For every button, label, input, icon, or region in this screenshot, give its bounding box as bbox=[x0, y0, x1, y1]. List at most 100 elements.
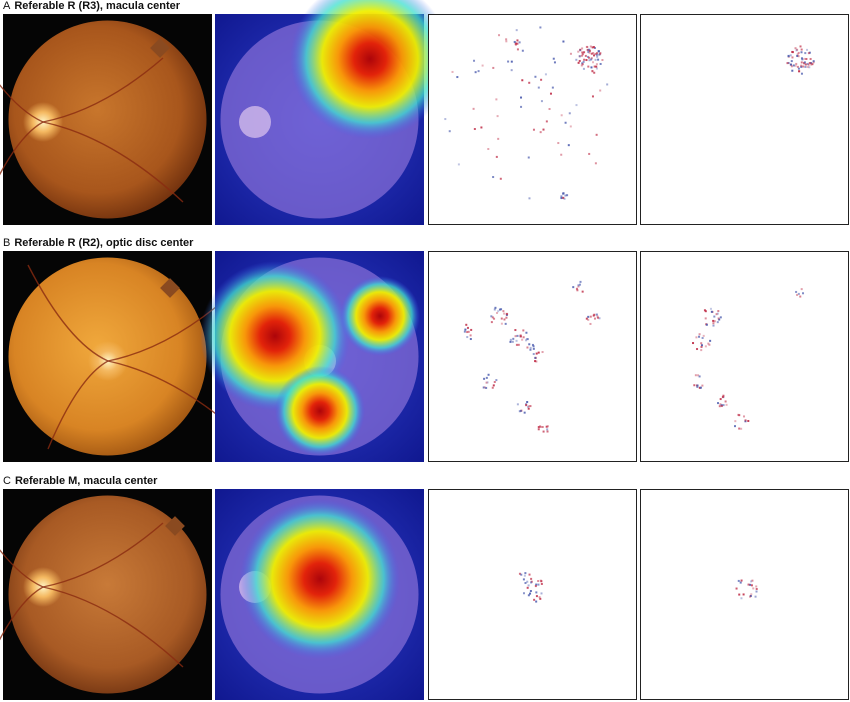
vessel bbox=[0, 84, 44, 123]
panel-title: Referable M, macula center bbox=[15, 475, 158, 487]
saliency-dot bbox=[505, 38, 508, 41]
saliency-map bbox=[640, 489, 849, 700]
saliency-dot bbox=[519, 409, 522, 412]
saliency-dot bbox=[800, 61, 803, 64]
saliency-dot bbox=[526, 338, 529, 341]
saliency-dot bbox=[457, 163, 460, 166]
saliency-dot bbox=[564, 194, 567, 197]
vessel bbox=[42, 522, 164, 588]
saliency-dot bbox=[591, 69, 594, 72]
saliency-dot bbox=[515, 339, 518, 342]
saliency-dot bbox=[595, 63, 598, 66]
saliency-dot bbox=[709, 339, 712, 342]
saliency-dot bbox=[568, 112, 571, 115]
heat-spot bbox=[275, 366, 365, 456]
saliency-dot bbox=[754, 595, 757, 598]
saliency-dot bbox=[582, 67, 585, 70]
saliency-dot bbox=[560, 195, 563, 198]
saliency-dot bbox=[490, 315, 493, 318]
saliency-dot bbox=[725, 403, 728, 406]
saliency-dot bbox=[539, 597, 542, 600]
saliency-dot bbox=[491, 316, 494, 319]
saliency-dot bbox=[497, 310, 500, 313]
saliency-dot bbox=[737, 413, 740, 416]
saliency-dot bbox=[576, 289, 579, 292]
saliency-dot bbox=[799, 295, 802, 298]
saliency-dot bbox=[592, 61, 595, 64]
panel-label: C Referable M, macula center bbox=[3, 475, 158, 487]
notch bbox=[160, 278, 180, 298]
saliency-dot bbox=[790, 65, 793, 68]
saliency-dot bbox=[538, 596, 541, 599]
saliency-dot bbox=[537, 583, 540, 586]
saliency-dot bbox=[575, 287, 578, 290]
vessel bbox=[42, 121, 184, 203]
saliency-dot bbox=[750, 580, 753, 583]
saliency-dot bbox=[595, 67, 598, 70]
panel-letter: B bbox=[3, 237, 10, 249]
saliency-dot bbox=[796, 293, 799, 296]
saliency-dot bbox=[738, 593, 741, 596]
saliency-dot bbox=[710, 310, 713, 313]
saliency-dot bbox=[589, 322, 592, 325]
saliency-dot bbox=[581, 47, 584, 50]
saliency-dot bbox=[463, 330, 466, 333]
saliency-dot bbox=[588, 48, 591, 51]
frame bbox=[640, 251, 849, 462]
saliency-dot bbox=[545, 120, 548, 123]
saliency-dot bbox=[807, 63, 810, 66]
saliency-dot bbox=[524, 572, 527, 575]
saliency-dot bbox=[718, 318, 721, 321]
saliency-dot bbox=[696, 385, 699, 388]
saliency-dot bbox=[544, 73, 547, 76]
saliency-dot bbox=[599, 51, 602, 54]
saliency-dot bbox=[444, 118, 447, 121]
saliency-dot bbox=[492, 66, 495, 69]
saliency-dot bbox=[499, 177, 502, 180]
saliency-dot bbox=[566, 194, 569, 197]
saliency-dot bbox=[534, 75, 537, 78]
saliency-dot bbox=[552, 57, 555, 60]
saliency-dot bbox=[799, 45, 802, 48]
saliency-dot bbox=[700, 349, 703, 352]
saliency-dot bbox=[720, 405, 723, 408]
saliency-dot bbox=[551, 86, 554, 89]
saliency-dot bbox=[520, 573, 523, 576]
saliency-dot bbox=[577, 61, 580, 64]
fundus-image bbox=[0, 14, 212, 225]
saliency-dot bbox=[719, 398, 722, 401]
saliency-dot bbox=[579, 49, 582, 52]
saliency-dot bbox=[534, 585, 537, 588]
saliency-dot bbox=[487, 373, 490, 376]
saliency-dot bbox=[796, 48, 799, 51]
saliency-dot bbox=[719, 403, 722, 406]
saliency-dot bbox=[595, 133, 598, 136]
saliency-dot bbox=[718, 405, 721, 408]
saliency-dot bbox=[803, 57, 806, 60]
saliency-dot bbox=[470, 328, 473, 331]
saliency-dot bbox=[492, 384, 495, 387]
saliency-dot bbox=[792, 64, 795, 67]
saliency-dot bbox=[506, 313, 509, 316]
saliency-dot bbox=[806, 66, 809, 69]
saliency-dot bbox=[519, 335, 522, 338]
saliency-dot bbox=[529, 346, 532, 349]
saliency-dot bbox=[800, 65, 803, 68]
saliency-dot bbox=[750, 593, 753, 596]
saliency-dot bbox=[744, 419, 747, 422]
saliency-dot bbox=[526, 401, 529, 404]
saliency-dot bbox=[522, 336, 525, 339]
saliency-dot bbox=[789, 63, 792, 66]
saliency-dot bbox=[739, 581, 742, 584]
saliency-dot bbox=[511, 340, 514, 343]
saliency-dot bbox=[521, 49, 524, 52]
saliency-dot bbox=[740, 427, 743, 430]
saliency-dot bbox=[525, 331, 528, 334]
saliency-dot bbox=[540, 580, 543, 583]
saliency-dot bbox=[700, 342, 703, 345]
saliency-dot bbox=[749, 583, 752, 586]
saliency-dot bbox=[577, 50, 580, 53]
saliency-dot bbox=[598, 53, 601, 56]
saliency-dot bbox=[717, 310, 720, 313]
